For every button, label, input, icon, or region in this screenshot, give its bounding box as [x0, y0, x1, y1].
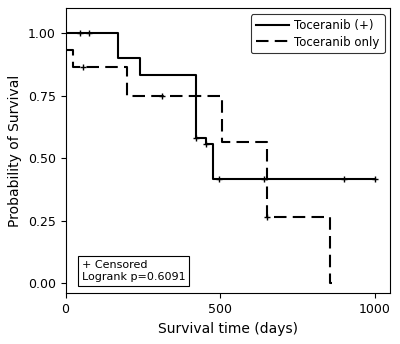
Toceranib only: [80, 65, 85, 69]
Toceranib (+): [77, 31, 82, 35]
Toceranib only: [328, 215, 332, 219]
Toceranib (+): [216, 177, 221, 181]
Toceranib only: [125, 94, 130, 98]
Toceranib (+): [204, 142, 209, 147]
Toceranib (+): [193, 136, 198, 140]
Toceranib (+): [342, 177, 346, 181]
Toceranib (+): [261, 177, 266, 181]
Line: Toceranib only: Toceranib only: [66, 50, 332, 283]
Toceranib only: [328, 281, 332, 286]
Toceranib (+): [216, 177, 221, 181]
Toceranib only: [63, 48, 68, 52]
Toceranib (+): [77, 31, 82, 35]
Toceranib (+): [138, 73, 142, 77]
Toceranib (+): [63, 31, 68, 35]
Toceranib (+): [210, 177, 215, 181]
Toceranib (+): [116, 56, 121, 61]
Toceranib only: [71, 48, 76, 52]
Toceranib only: [91, 65, 96, 69]
Toceranib only: [280, 215, 284, 219]
Toceranib only: [80, 65, 85, 69]
Toceranib (+): [138, 56, 142, 61]
Legend: Toceranib (+), Toceranib only: Toceranib (+), Toceranib only: [251, 14, 384, 53]
Text: + Censored
Logrank p=0.6091: + Censored Logrank p=0.6091: [82, 260, 186, 282]
Toceranib only: [159, 94, 164, 98]
Toceranib only: [220, 140, 224, 144]
Toceranib (+): [86, 31, 91, 35]
Toceranib only: [125, 65, 130, 69]
Line: Toceranib (+): Toceranib (+): [66, 33, 375, 179]
Toceranib only: [329, 281, 334, 286]
Y-axis label: Probability of Survival: Probability of Survival: [8, 75, 22, 227]
X-axis label: Survival time (days): Survival time (days): [158, 322, 298, 336]
Toceranib only: [220, 94, 224, 98]
Toceranib only: [280, 215, 284, 219]
Toceranib (+): [116, 31, 121, 35]
Toceranib only: [159, 94, 164, 98]
Toceranib (+): [261, 177, 266, 181]
Toceranib only: [71, 65, 76, 69]
Toceranib only: [91, 65, 96, 69]
Toceranib (+): [193, 73, 198, 77]
Toceranib (+): [342, 177, 346, 181]
Toceranib (+): [86, 31, 91, 35]
Toceranib only: [264, 140, 269, 144]
Toceranib (+): [210, 142, 215, 147]
Toceranib only: [264, 215, 269, 219]
Toceranib (+): [373, 177, 378, 181]
Toceranib (+): [204, 136, 209, 140]
